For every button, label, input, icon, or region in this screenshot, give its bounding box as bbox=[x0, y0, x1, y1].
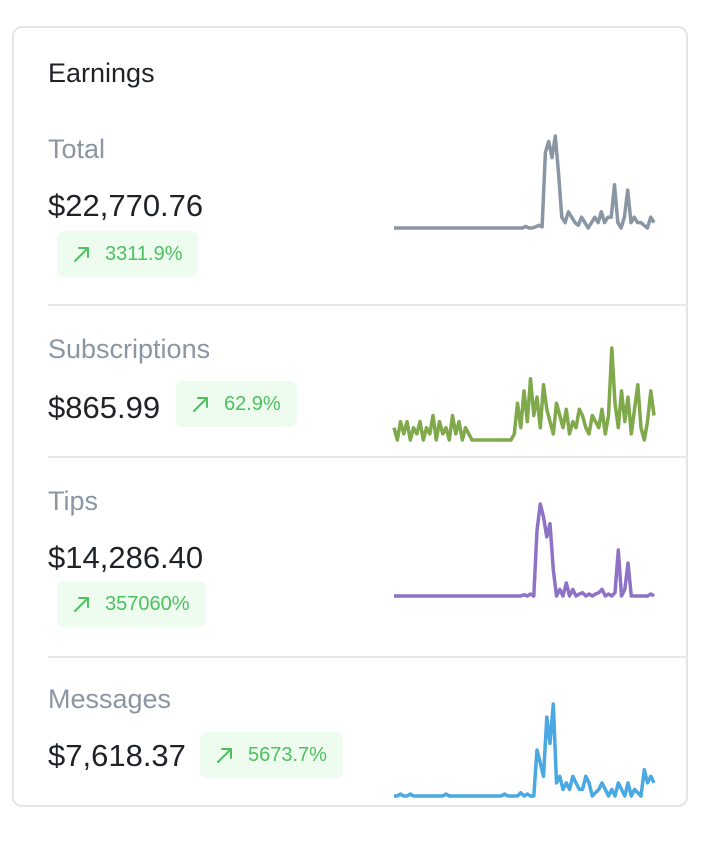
change-value-tips: 357060% bbox=[105, 592, 190, 615]
trend-up-arrow-icon bbox=[193, 397, 208, 412]
earnings-row-subscriptions[interactable]: Subscriptions $865.99 62.9% bbox=[48, 306, 686, 458]
trend-up-arrow-icon bbox=[74, 597, 89, 612]
earnings-row-messages[interactable]: Messages $7,618.37 5673.7% bbox=[48, 658, 686, 806]
row-label-total: Total bbox=[48, 134, 106, 164]
row-divider bbox=[48, 456, 686, 458]
change-badge-subscriptions: 62.9% bbox=[176, 381, 297, 427]
row-label-subscriptions: Subscriptions bbox=[48, 334, 211, 364]
change-value-total: 3311.9% bbox=[105, 242, 183, 265]
trend-up-arrow-icon bbox=[217, 748, 232, 763]
sparkline-messages bbox=[394, 702, 656, 798]
card-title: Earnings bbox=[48, 58, 155, 88]
change-badge-tips: 357060% bbox=[57, 581, 206, 627]
change-value-messages: 5673.7% bbox=[248, 743, 327, 766]
amount-messages: $7,618.37 bbox=[48, 738, 186, 773]
sparkline-subscriptions bbox=[392, 346, 656, 442]
sparkline-tips bbox=[394, 502, 655, 598]
sparkline-total bbox=[394, 134, 656, 230]
row-label-messages: Messages bbox=[48, 684, 172, 714]
amount-subscriptions: $865.99 bbox=[48, 390, 161, 425]
change-badge-total: 3311.9% bbox=[57, 231, 199, 277]
trend-up-arrow-icon bbox=[74, 247, 89, 262]
row-label-tips: Tips bbox=[48, 486, 99, 516]
row-divider bbox=[48, 304, 686, 306]
amount-tips: $14,286.40 bbox=[48, 540, 204, 575]
earnings-row-total[interactable]: Total $22,770.76 3311.9% bbox=[48, 130, 686, 306]
row-divider bbox=[48, 656, 686, 658]
amount-total: $22,770.76 bbox=[48, 188, 204, 223]
change-value-subscriptions: 62.9% bbox=[224, 392, 281, 415]
earnings-row-tips[interactable]: Tips $14,286.40 357060% bbox=[48, 458, 686, 656]
earnings-card: Earnings Total $22,770.76 3311.9% Subscr… bbox=[12, 26, 688, 807]
change-badge-messages: 5673.7% bbox=[200, 732, 343, 778]
